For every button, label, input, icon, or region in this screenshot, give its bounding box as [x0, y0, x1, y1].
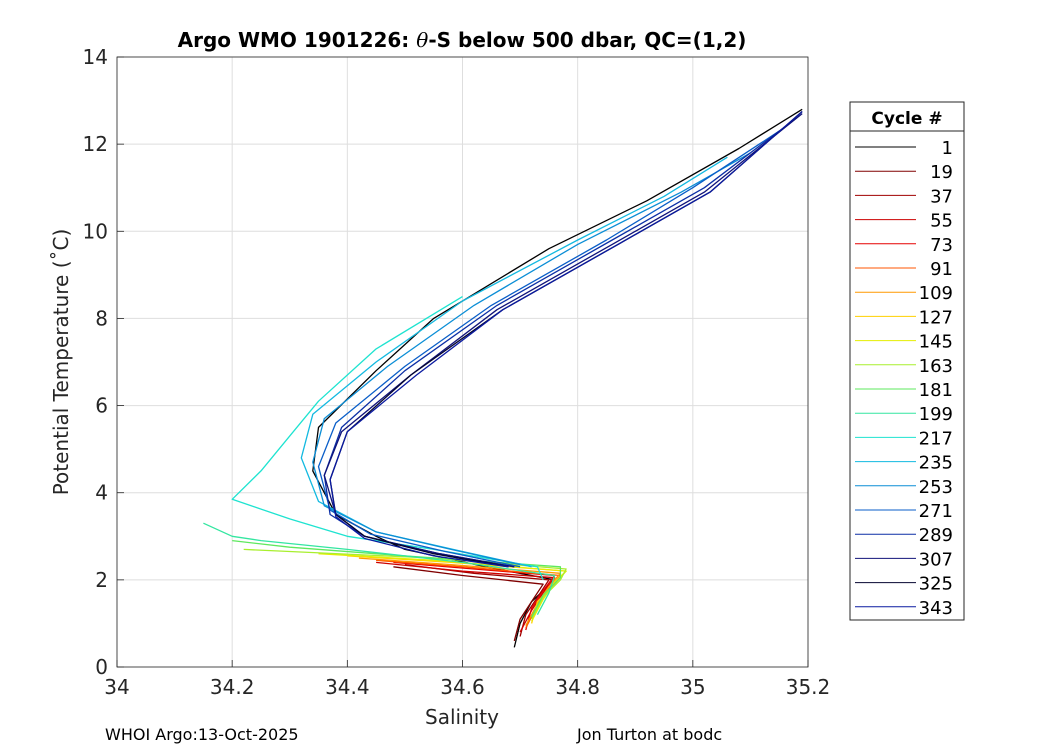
- series-line-cycle-73: [393, 561, 556, 631]
- y-tick-label: 14: [83, 45, 108, 69]
- legend-label-cycle-19: 19: [930, 162, 953, 183]
- footer-author: Jon Turton at bodc: [577, 725, 723, 744]
- series-line-cycle-343: [329, 111, 803, 568]
- x-axis: 34 34.2 34.4 34.6 34.8 35 35.2: [104, 660, 830, 699]
- legend-label-cycle-181: 181: [919, 380, 953, 401]
- footer-source: WHOI Argo:13-Oct-2025: [105, 725, 299, 744]
- y-tick-label: 12: [83, 132, 108, 156]
- legend-label-cycle-199: 199: [919, 404, 953, 425]
- legend-label-cycle-145: 145: [919, 332, 953, 353]
- series-line-cycle-253: [312, 152, 751, 566]
- y-axis-label: Potential Temperature (˚C): [49, 229, 73, 496]
- series-line-cycle-199: [203, 522, 556, 616]
- legend-box: [849, 101, 965, 621]
- legend-label-cycle-55: 55: [930, 211, 953, 232]
- series-line-cycle-217: [231, 296, 544, 581]
- x-tick-label: 34.2: [210, 675, 255, 699]
- legend-label-cycle-73: 73: [930, 235, 953, 256]
- legend-label-cycle-127: 127: [919, 307, 953, 328]
- series-line-cycle-163: [243, 548, 567, 620]
- legend-label-cycle-289: 289: [919, 525, 953, 546]
- y-tick-label: 10: [83, 219, 108, 243]
- legend-label-cycle-271: 271: [919, 501, 953, 522]
- y-tick-label: 6: [95, 394, 108, 418]
- x-tick-label: 35: [680, 675, 705, 699]
- x-axis-label: Salinity: [425, 705, 499, 729]
- x-tick-label: 35.2: [786, 675, 831, 699]
- y-tick-label: 2: [95, 568, 108, 592]
- x-tick-label: 34.8: [555, 675, 600, 699]
- legend-label-cycle-307: 307: [919, 549, 953, 570]
- legend-items: 1 19 37 55 73 91 109 127 145 163 181 199 217 235 253 27…: [855, 138, 953, 619]
- x-tick-label: 34.6: [440, 675, 485, 699]
- legend-label-cycle-37: 37: [930, 186, 953, 207]
- legend-label-cycle-325: 325: [919, 574, 953, 595]
- series-layer: [203, 108, 803, 648]
- x-tick-label: 34.4: [325, 675, 370, 699]
- series-line-cycle-19: [393, 566, 544, 642]
- legend: Cycle # 1 19 37 55 73 91 109 127 145 163 181 199 217…: [849, 101, 965, 621]
- legend-label-cycle-109: 109: [919, 283, 953, 304]
- legend-label-cycle-253: 253: [919, 477, 953, 498]
- legend-label-cycle-1: 1: [942, 138, 953, 159]
- series-line-cycle-271: [317, 130, 780, 568]
- y-axis: 0 2 4 6 8 10 12 14: [83, 45, 124, 679]
- x-tick-label: 34: [104, 675, 129, 699]
- series-line-cycle-37: [404, 563, 550, 637]
- y-tick-label: 0: [95, 655, 108, 679]
- y-tick-label: 4: [95, 481, 108, 505]
- legend-label-cycle-163: 163: [919, 356, 953, 377]
- legend-label-cycle-235: 235: [919, 453, 953, 474]
- legend-label-cycle-91: 91: [930, 259, 953, 280]
- series-line-cycle-181: [232, 539, 562, 618]
- legend-label-cycle-217: 217: [919, 428, 953, 449]
- y-tick-label: 8: [95, 306, 108, 330]
- legend-label-cycle-343: 343: [919, 598, 953, 619]
- chart-title: Argo WMO 1901226: θ-S below 500 dbar, QC…: [178, 28, 747, 52]
- legend-title: Cycle #: [871, 109, 942, 129]
